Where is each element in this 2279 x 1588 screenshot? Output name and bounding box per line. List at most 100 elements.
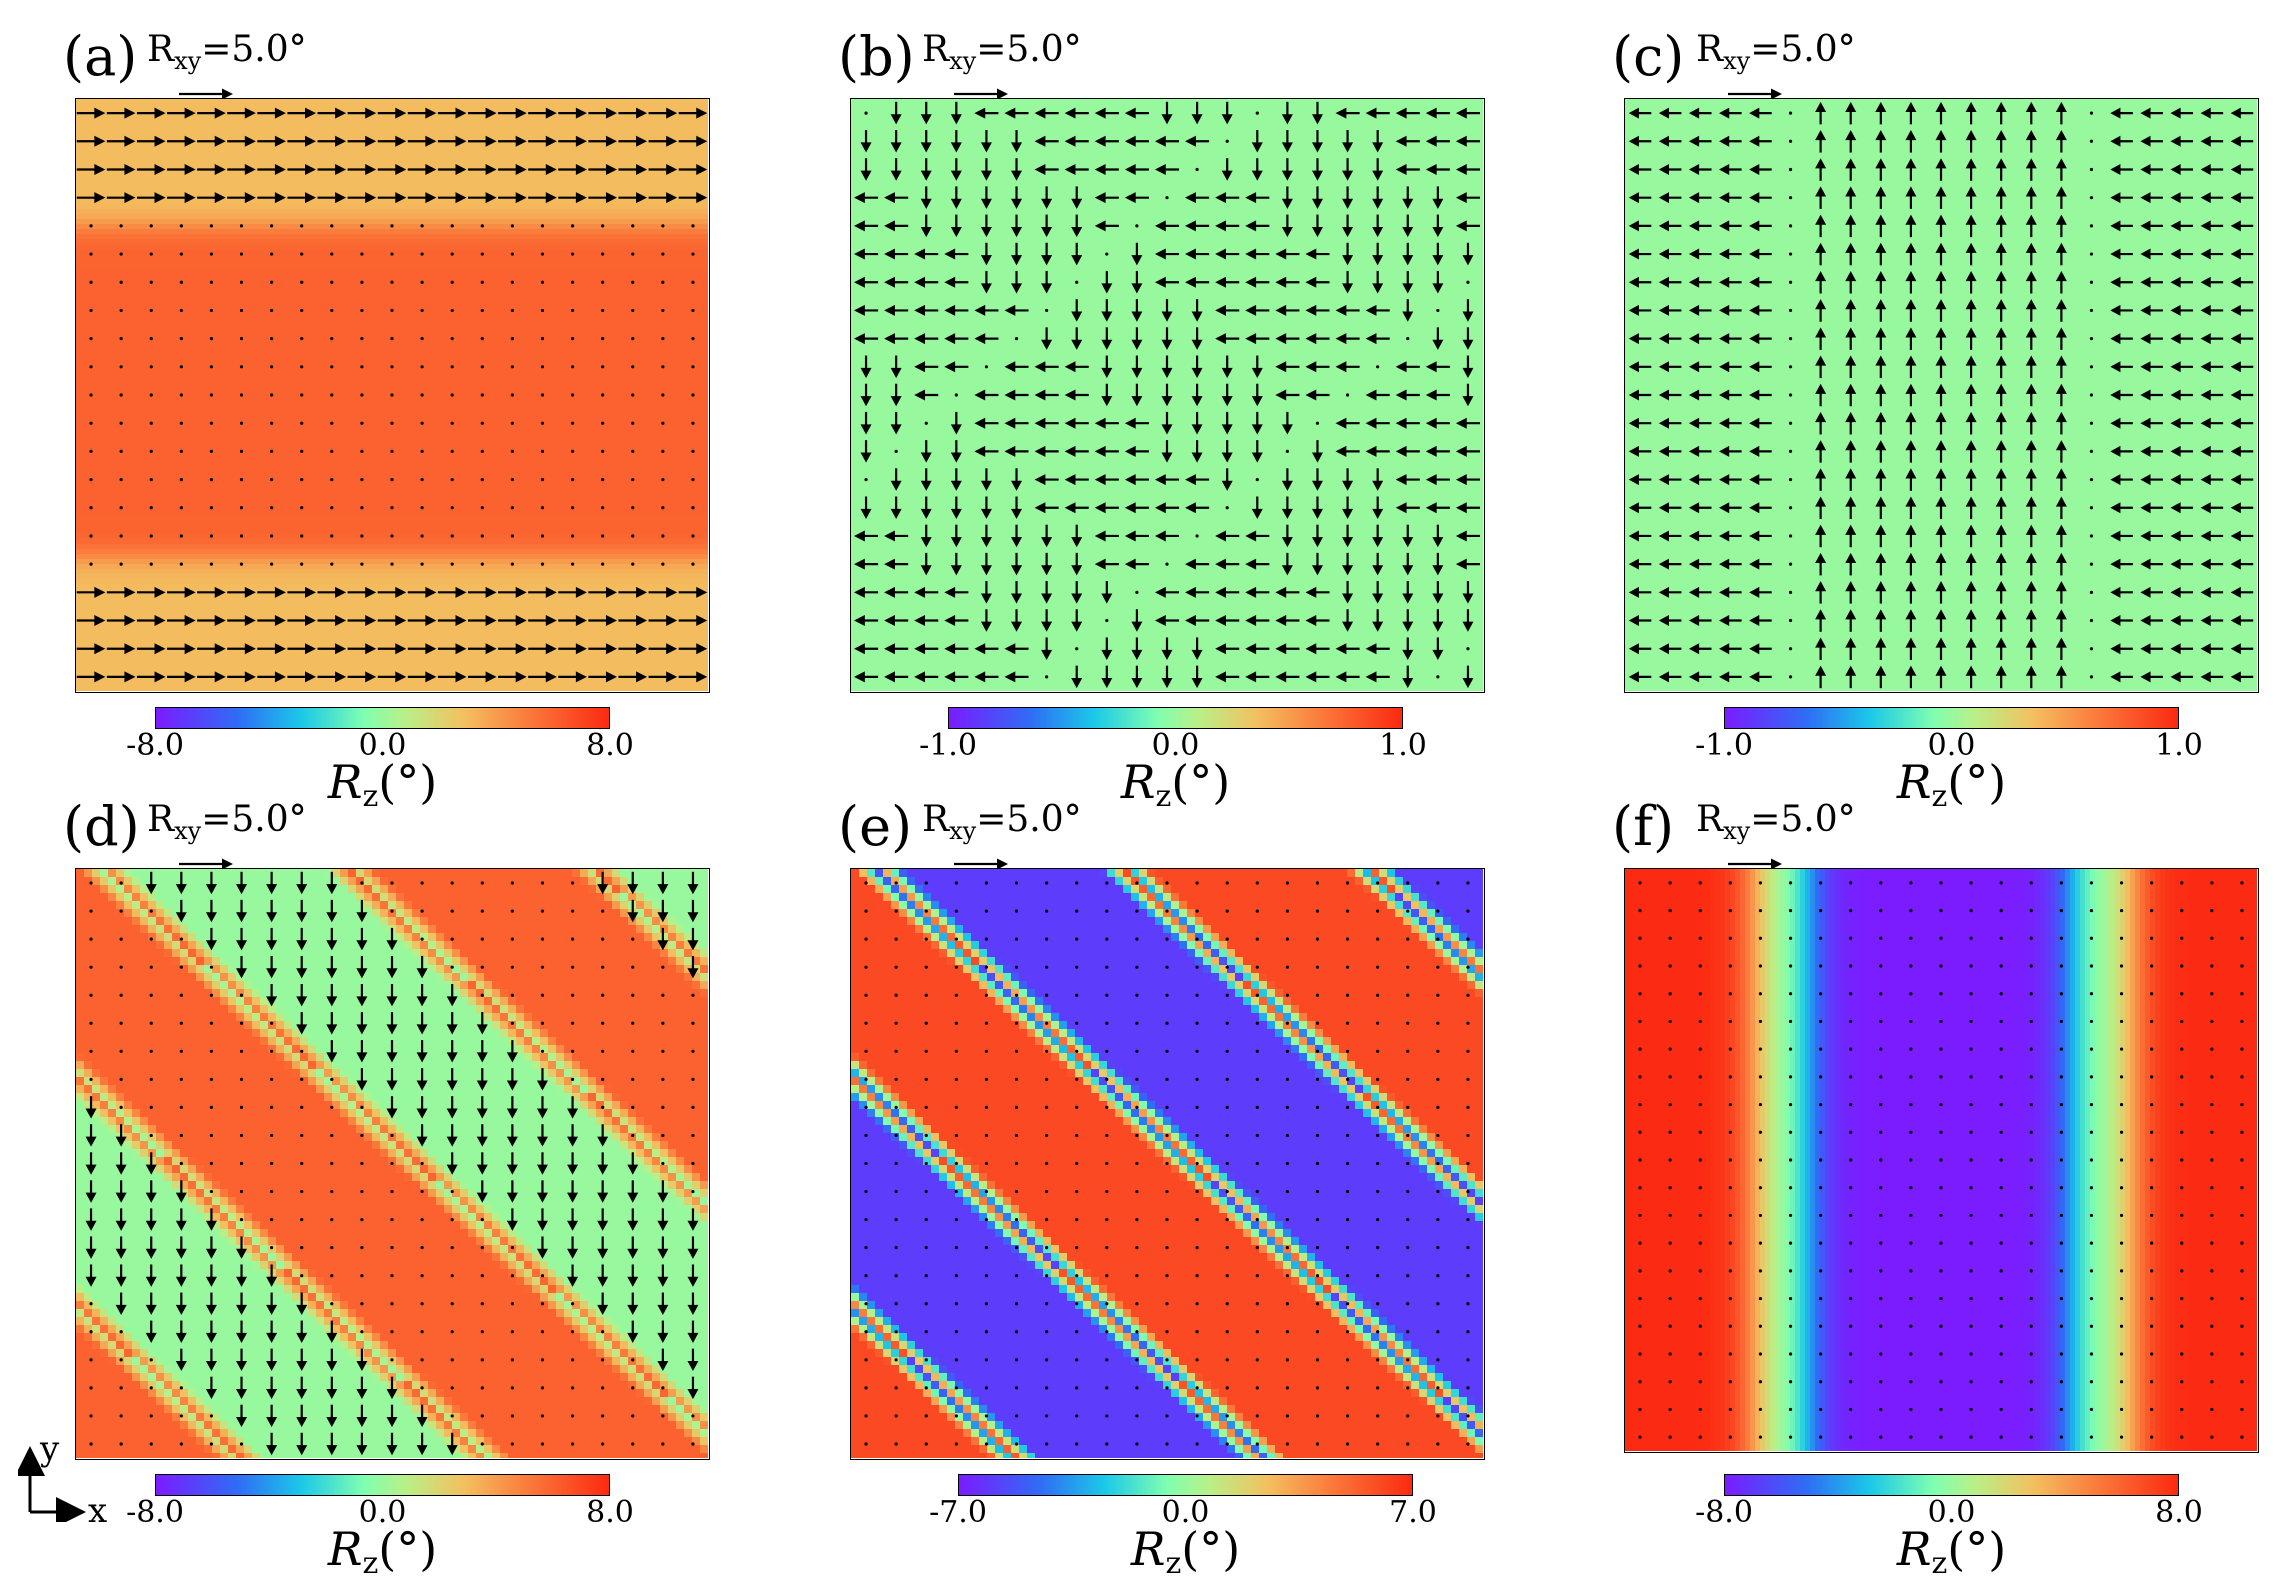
- vector-arrow-dot: [2089, 618, 2094, 623]
- vector-arrow-dot: [1939, 1186, 1943, 1190]
- vector-arrow-dot: [1376, 365, 1380, 369]
- vector-arrow-dot: [691, 1189, 695, 1194]
- vector-arrow-dot: [149, 252, 153, 256]
- vector-arrow: [1365, 417, 1390, 429]
- vector-arrow-dot: [570, 365, 575, 369]
- vector-arrow: [1245, 643, 1270, 655]
- vector-arrow: [687, 1264, 699, 1287]
- vector-arrow-dot: [1969, 1019, 1973, 1024]
- vector-arrow-dot: [510, 881, 514, 885]
- vector-arrow: [1462, 581, 1474, 604]
- vector-arrow-dot: [1758, 908, 1763, 913]
- vector-arrow: [1034, 474, 1059, 486]
- vector-arrow-dot: [2180, 1435, 2184, 1439]
- vector-arrow: [1658, 417, 1682, 429]
- vector-arrow-dot: [2089, 1407, 2094, 1412]
- vector-arrow-dot: [330, 1246, 334, 1250]
- vector-arrow: [1965, 468, 1977, 491]
- vector-arrow: [567, 1264, 579, 1287]
- vector-arrow: [1185, 474, 1210, 486]
- vector-arrow: [386, 1404, 398, 1428]
- colorbar-tick-label: -1.0: [1695, 728, 1753, 763]
- vector-arrow: [597, 1208, 609, 1231]
- vector-arrow-dot: [89, 534, 93, 538]
- vector-arrow-dot: [1638, 1435, 1642, 1439]
- vector-arrow: [1124, 558, 1149, 570]
- vector-arrow-dot: [631, 1414, 635, 1418]
- colorbar-title-unit: (°): [1181, 1522, 1241, 1576]
- vector-arrow: [1071, 299, 1083, 322]
- vector-arrow-dot: [1909, 1158, 1913, 1162]
- vector-arrow-dot: [1315, 1077, 1320, 1081]
- vector-arrow: [1161, 299, 1173, 322]
- vector-arrow-dot: [1819, 1296, 1823, 1301]
- vector-arrow-dot: [209, 224, 214, 228]
- vector-arrow: [1875, 130, 1887, 153]
- vector-arrow-dot: [2150, 1380, 2154, 1384]
- vector-arrow: [1101, 665, 1113, 689]
- vector-arrow: [266, 1264, 278, 1287]
- vector-arrow: [2110, 474, 2133, 486]
- vector-arrow-dot: [330, 393, 334, 397]
- vector-arrow: [1101, 355, 1113, 379]
- vector-arrow: [257, 107, 286, 119]
- vector-arrow-dot: [1668, 1186, 1672, 1190]
- vector-arrow-dot: [1788, 1324, 1793, 1328]
- vector-arrow-dot: [1638, 1102, 1642, 1107]
- scale-symbol: R: [147, 29, 175, 70]
- vector-arrow-dot: [2059, 964, 2063, 968]
- vector-arrow-dot: [1819, 964, 1823, 968]
- vector-arrow-dot: [1225, 909, 1229, 913]
- vector-arrow-dot: [1436, 1161, 1440, 1166]
- vector-arrow-dot: [360, 506, 364, 510]
- vector-arrow-dot: [540, 280, 545, 284]
- vector-arrow: [687, 1348, 699, 1372]
- vector-arrow: [326, 1376, 338, 1400]
- vector-arrow-dot: [1345, 1358, 1350, 1362]
- vector-arrow: [1245, 192, 1270, 204]
- vector-arrow: [1305, 248, 1330, 260]
- vector-arrow: [136, 192, 166, 204]
- vector-arrow-dot: [1819, 1269, 1823, 1273]
- vector-arrow: [2170, 333, 2194, 345]
- vector-arrow-dot: [1165, 965, 1169, 969]
- vector-arrow-dot: [1758, 936, 1763, 940]
- vector-arrow-dot: [179, 562, 183, 566]
- vector-arrow-dot: [330, 421, 334, 425]
- vector-arrow-dot: [1285, 1021, 1289, 1025]
- vector-arrow: [528, 615, 557, 627]
- vector-arrow-dot: [510, 1414, 514, 1418]
- colorbar-title-subscript: z: [1931, 1546, 1948, 1581]
- vector-arrow: [884, 615, 909, 627]
- vector-arrow-dot: [1195, 937, 1199, 941]
- vector-arrow: [2055, 270, 2067, 294]
- field-map-a: [75, 98, 710, 693]
- vector-arrow: [860, 496, 872, 520]
- vector-arrow-dot: [601, 506, 605, 510]
- field-map-c: [1624, 98, 2259, 693]
- vector-arrow: [1875, 327, 1887, 350]
- vector-arrow: [914, 389, 939, 401]
- vector-arrow-dot: [1999, 1241, 2003, 1245]
- vector-arrow: [860, 130, 872, 153]
- vector-arrow-dot: [89, 449, 93, 453]
- vector-arrow-dot: [510, 1386, 514, 1390]
- vector-arrow: [437, 135, 467, 147]
- vector-arrow-dot: [1879, 881, 1883, 885]
- vector-arrow-dot: [1788, 1296, 1793, 1301]
- vector-arrow-dot: [2240, 964, 2244, 968]
- vector-arrow: [2200, 671, 2224, 683]
- vector-arrow-dot: [270, 365, 274, 369]
- vector-arrow: [1011, 496, 1023, 520]
- vector-arrow: [597, 1124, 609, 1147]
- vector-arrow: [1815, 440, 1827, 463]
- vector-arrow-dot: [1969, 1241, 1973, 1245]
- vector-arrow-dot: [540, 337, 545, 341]
- vector-arrow-dot: [2089, 449, 2094, 453]
- vector-arrow-dot: [149, 393, 153, 397]
- vector-arrow-dot: [420, 937, 424, 941]
- vector-arrow-dot: [1728, 1407, 1732, 1412]
- vector-arrow-dot: [540, 909, 545, 913]
- vector-arrow: [1875, 411, 1887, 435]
- vector-arrow: [1749, 220, 1772, 232]
